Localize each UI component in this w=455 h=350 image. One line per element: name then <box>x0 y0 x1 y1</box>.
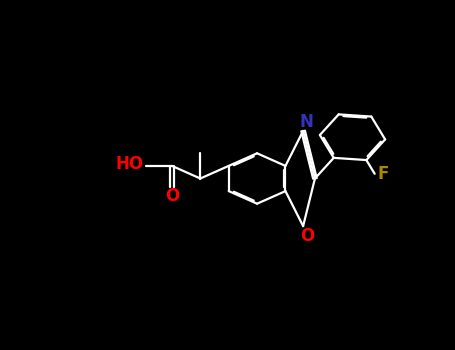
Text: N: N <box>300 113 313 131</box>
Text: O: O <box>165 187 179 205</box>
Text: HO: HO <box>116 155 144 173</box>
Text: F: F <box>377 165 389 183</box>
Text: O: O <box>300 227 314 245</box>
